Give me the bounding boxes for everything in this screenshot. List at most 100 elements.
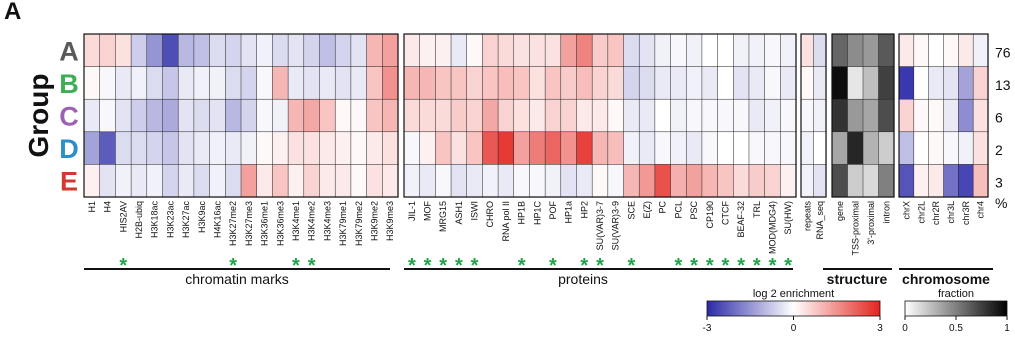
cell-chromatin-A-10: [240, 33, 258, 68]
cell-structure-B-1: [847, 66, 864, 100]
cell-proteins-A-20: [717, 33, 734, 68]
cell-proteins-C-20: [717, 98, 734, 133]
row-percent-A: 76: [995, 44, 1011, 60]
cell-structure-D-2: [862, 131, 880, 165]
column-label-proteins-24: SU(HW): [783, 201, 793, 235]
cell-proteins-D-11: [576, 131, 593, 165]
panel-frame-chromatin: [83, 33, 399, 198]
cell-chromatin-D-12: [272, 131, 289, 165]
cell-proteins-E-6: [497, 164, 515, 198]
cell-structure-D-3: [878, 131, 895, 165]
cell-proteins-E-17: [670, 164, 687, 198]
cell-proteins-C-2: [435, 98, 452, 133]
legend-enrichment-title: log 2 enrichment: [753, 288, 834, 300]
cell-repeats-C-1: [813, 98, 827, 133]
cell-proteins-B-0: [403, 66, 421, 100]
significance-star-proteins-3: *: [455, 255, 463, 277]
significance-star-proteins-2: *: [439, 255, 447, 277]
panel-frame-proteins: [403, 33, 797, 198]
group-label-2: structure: [827, 271, 888, 287]
panel-frame-chromosome: [898, 33, 989, 198]
cell-chromatin-A-16: [334, 33, 352, 68]
cell-chromosome-B-2: [928, 66, 945, 100]
cell-chromosome-E-5: [972, 164, 989, 198]
group-label-3: chromosome: [902, 271, 990, 287]
cell-chromatin-A-5: [162, 33, 179, 68]
cell-proteins-A-0: [403, 33, 421, 68]
cell-proteins-C-7: [513, 98, 530, 133]
cell-chromosome-C-3: [943, 98, 959, 133]
cell-proteins-C-22: [748, 98, 766, 133]
cell-proteins-E-18: [685, 164, 703, 198]
column-label-chromatin-14: H3K4me2: [307, 201, 317, 241]
cell-chromatin-E-2: [115, 164, 132, 198]
cell-chromatin-A-9: [225, 33, 242, 68]
cell-repeats-A-1: [813, 33, 827, 68]
cell-proteins-B-5: [482, 66, 499, 100]
column-label-chromatin-15: H3K4me3: [322, 201, 332, 241]
cell-proteins-B-15: [638, 66, 656, 100]
cell-proteins-C-19: [701, 98, 719, 133]
cell-proteins-D-7: [513, 131, 530, 165]
column-label-proteins-20: CTCF: [720, 201, 730, 225]
cell-proteins-E-10: [560, 164, 578, 198]
cell-chromosome-C-4: [958, 98, 974, 133]
cell-chromatin-E-1: [99, 164, 116, 198]
cell-proteins-E-13: [607, 164, 625, 198]
column-label-proteins-9: POF: [548, 201, 558, 220]
cell-chromatin-E-7: [193, 164, 211, 198]
significance-star-proteins-18: *: [690, 255, 698, 277]
cell-proteins-B-3: [450, 66, 468, 100]
cell-proteins-D-1: [419, 131, 436, 165]
cell-proteins-D-24: [780, 131, 797, 165]
cell-proteins-B-8: [529, 66, 546, 100]
cell-proteins-C-12: [591, 98, 609, 133]
cell-chromatin-B-8: [209, 66, 226, 100]
cell-repeats-B-1: [813, 66, 827, 100]
column-label-proteins-15: E(Z): [642, 201, 652, 219]
cell-repeats-D-1: [813, 131, 827, 165]
column-label-proteins-19: CP190: [705, 201, 715, 229]
cell-chromatin-A-15: [319, 33, 336, 68]
cell-proteins-E-14: [623, 164, 640, 198]
group-label-B: B: [59, 69, 79, 99]
cell-proteins-D-3: [450, 131, 468, 165]
cell-proteins-A-21: [733, 33, 750, 68]
cell-structure-C-1: [847, 98, 864, 133]
cell-chromatin-B-10: [240, 66, 258, 100]
cell-proteins-B-9: [544, 66, 562, 100]
column-label-chromosome-4: chr3R: [961, 201, 971, 226]
cell-proteins-A-3: [450, 33, 468, 68]
group-axis-title: Group: [23, 74, 54, 158]
cell-proteins-B-10: [560, 66, 578, 100]
column-label-chromatin-12: H3K36me3: [275, 201, 285, 246]
cell-chromatin-D-13: [287, 131, 305, 165]
cell-proteins-C-23: [764, 98, 781, 133]
cell-proteins-C-24: [780, 98, 797, 133]
cell-proteins-E-24: [780, 164, 797, 198]
cell-proteins-D-8: [529, 131, 546, 165]
cell-chromatin-C-3: [130, 98, 148, 133]
cell-proteins-D-17: [670, 131, 687, 165]
cell-chromatin-C-16: [334, 98, 352, 133]
column-label-proteins-10: HP1a: [564, 201, 574, 224]
legend-enrichment-tick-0: -3: [703, 323, 712, 334]
column-label-proteins-23: MOD(MDG4): [767, 201, 777, 254]
cell-proteins-B-12: [591, 66, 609, 100]
significance-star-proteins-22: *: [753, 255, 761, 277]
cell-chromatin-D-5: [162, 131, 179, 165]
cell-proteins-C-6: [497, 98, 515, 133]
cell-proteins-A-9: [544, 33, 562, 68]
cell-chromosome-A-0: [898, 33, 915, 68]
column-label-chromatin-4: H3K18ac: [150, 201, 160, 239]
cell-proteins-D-22: [748, 131, 766, 165]
column-label-chromatin-0: H1: [87, 201, 97, 213]
cell-proteins-E-5: [482, 164, 499, 198]
cell-structure-B-3: [878, 66, 895, 100]
cell-proteins-C-11: [576, 98, 593, 133]
cell-structure-B-0: [831, 66, 849, 100]
cell-proteins-E-20: [717, 164, 734, 198]
cell-proteins-A-19: [701, 33, 719, 68]
cell-proteins-C-5: [482, 98, 499, 133]
